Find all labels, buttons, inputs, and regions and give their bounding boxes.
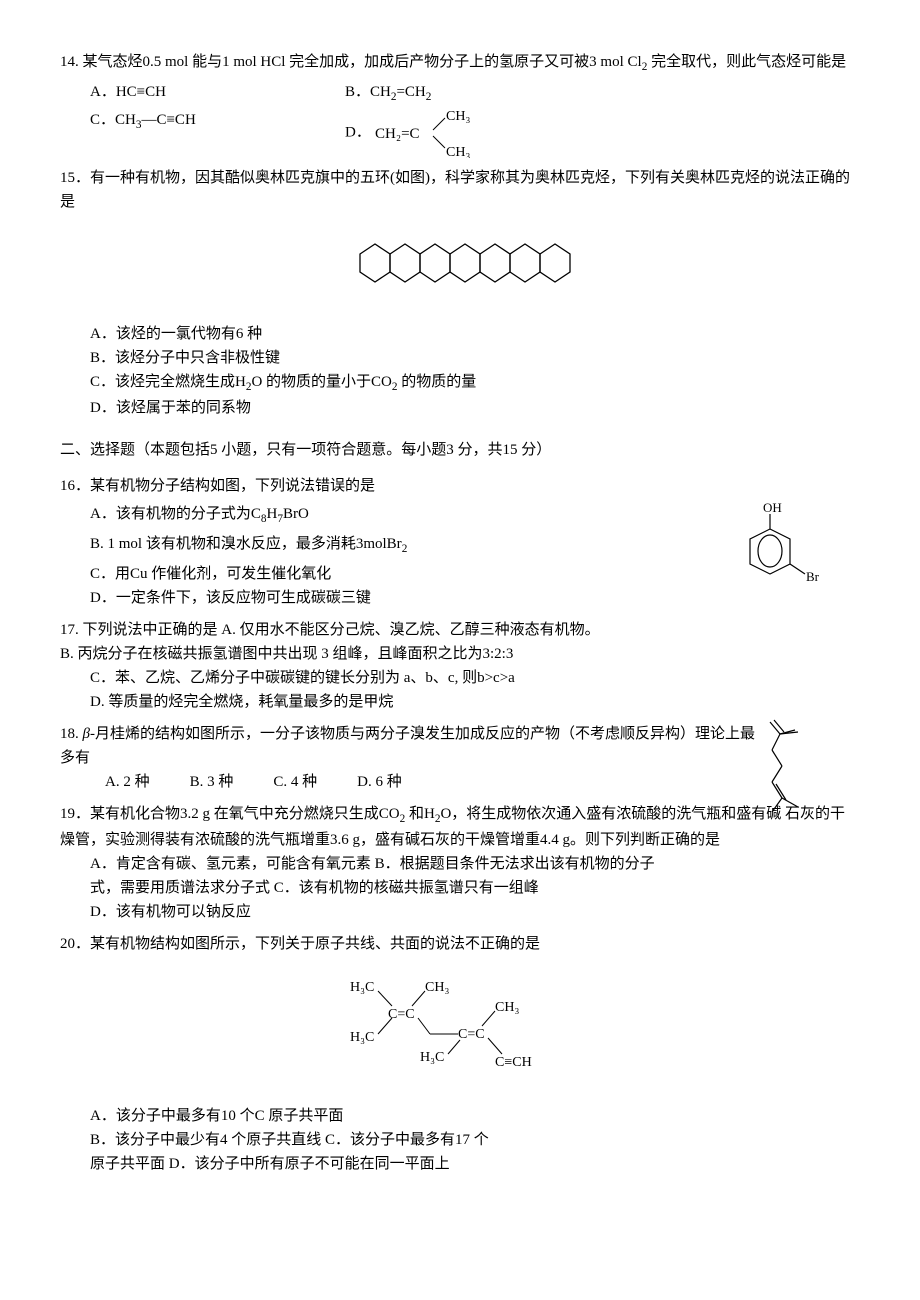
q14-optA: A．HC≡CH: [90, 80, 285, 106]
q19-optD: D．该有机物可以钠反应: [90, 900, 860, 924]
q17-number: 17.: [60, 622, 79, 638]
q19-optABC: A．肯定含有碳、氢元素，可能含有氧元素 B．根据题目条件无法求出该有机物的分子式…: [90, 852, 860, 900]
svg-text:H₃C: H₃C: [350, 1030, 374, 1045]
section-2-header: 二、选择题（本题包括5 小题，只有一项符合题意。每小题3 分，共15 分）: [60, 438, 860, 462]
q15-body: 有一种有机物，因其酷似奥林匹克旗中的五环(如图)，科学家称其为奥林匹克烃，下列有…: [60, 170, 850, 210]
q18-number: 18.: [60, 726, 79, 742]
q14-optB: B．CH2=CH2: [345, 80, 431, 106]
q16-number: 16．: [60, 478, 90, 494]
svg-text:CH₃: CH₃: [495, 1000, 519, 1015]
svg-text:CH₃: CH₃: [446, 145, 470, 158]
q14-row1: A．HC≡CH B．CH2=CH2: [90, 80, 860, 106]
svg-text:OH: OH: [763, 500, 782, 515]
q18-optD: D. 6 种: [357, 770, 402, 794]
q17-body: 下列说法中正确的是 A. 仅用水不能区分己烷、溴乙烷、乙醇三种液态有机物。 B.…: [60, 622, 600, 662]
q14-row2: C．CH3—C≡CH D． CH₂=C CH₃ CH₃: [90, 108, 860, 158]
question-15: 15．有一种有机物，因其酷似奥林匹克旗中的五环(如图)，科学家称其为奥林匹克烃，…: [60, 166, 860, 420]
q16-figure: OH Br: [730, 499, 830, 607]
svg-text:CH₂=C: CH₂=C: [375, 126, 420, 142]
q14-optC: C．CH3—C≡CH: [90, 108, 285, 158]
svg-text:CH₃: CH₃: [446, 109, 470, 124]
q16-text: 16．某有机物分子结构如图，下列说法错误的是: [60, 474, 860, 498]
q19-number: 19．: [60, 806, 90, 822]
phenol-bromine-structure-icon: OH Br: [730, 499, 830, 599]
question-18: 18. β-月桂烯的结构如图所示，一分子该物质与两分子溴发生加成反应的产物（不考…: [60, 722, 860, 794]
q17-optD: D. 等质量的烃完全燃烧，耗氧量最多的是甲烷: [90, 690, 860, 714]
svg-text:CH₃: CH₃: [425, 980, 449, 995]
myrcene-structure-icon: [750, 712, 810, 832]
q18-figure: [750, 712, 810, 840]
q20-optA: A．该分子中最多有10 个C 原子共平面: [90, 1104, 860, 1128]
q17-optC: C．苯、乙烷、乙烯分子中碳碳键的键长分别为 a、b、c, 则b>c>a: [90, 666, 860, 690]
q14-body: 某气态烃0.5 mol 能与1 mol HCl 完全加成，加成后产物分子上的氢原…: [83, 54, 642, 70]
q14-optD: D． CH₂=C CH₃ CH₃: [345, 108, 475, 158]
isobutylene-structure-icon: CH₂=C CH₃ CH₃: [375, 108, 475, 158]
q18-body: -月桂烯的结构如图所示，一分子该物质与两分子溴发生加成反应的产物（不考虑顺反异构…: [60, 726, 755, 766]
svg-text:C=C: C=C: [388, 1007, 415, 1022]
q14-text: 14. 某气态烃0.5 mol 能与1 mol HCl 完全加成，加成后产物分子…: [60, 50, 860, 76]
q18-options: A. 2 种 B. 3 种 C. 4 种 D. 6 种: [105, 770, 860, 794]
q19-text: 19．某有机化合物3.2 g 在氧气中充分燃烧只生成CO2 和H2O，将生成物依…: [60, 802, 860, 852]
svg-text:Br: Br: [806, 569, 820, 584]
q20-figure: H₃C CH₃ C=C H₃C CH₃ C=C H₃C C≡CH: [60, 966, 860, 1094]
q20-text: 20．某有机物结构如图所示，下列关于原子共线、共面的说法不正确的是: [60, 932, 860, 956]
question-16: OH Br 16．某有机物分子结构如图，下列说法错误的是 A．该有机物的分子式为…: [60, 474, 860, 610]
question-14: 14. 某气态烃0.5 mol 能与1 mol HCl 完全加成，加成后产物分子…: [60, 50, 860, 158]
q20-number: 20．: [60, 936, 90, 952]
q18-optA: A. 2 种: [105, 770, 150, 794]
q18-beta: β: [83, 726, 90, 742]
q18-optC: C. 4 种: [273, 770, 317, 794]
question-19: 19．某有机化合物3.2 g 在氧气中充分燃烧只生成CO2 和H2O，将生成物依…: [60, 802, 860, 924]
svg-text:H₃C: H₃C: [420, 1050, 444, 1065]
q15-optC: C．该烃完全燃烧生成H2O 的物质的量小于CO2 的物质的量: [90, 370, 860, 396]
q15-number: 15．: [60, 170, 90, 186]
q15-figure: [60, 224, 860, 312]
branched-alkene-structure-icon: H₃C CH₃ C=C H₃C CH₃ C=C H₃C C≡CH: [330, 966, 590, 1086]
q17-text: 17. 下列说法中正确的是 A. 仅用水不能区分己烷、溴乙烷、乙醇三种液态有机物…: [60, 618, 860, 666]
svg-text:H₃C: H₃C: [350, 980, 374, 995]
svg-text:C≡CH: C≡CH: [495, 1055, 532, 1070]
q20-body: 某有机物结构如图所示，下列关于原子共线、共面的说法不正确的是: [90, 936, 540, 952]
q18-optB: B. 3 种: [190, 770, 234, 794]
question-20: 20．某有机物结构如图所示，下列关于原子共线、共面的说法不正确的是 H₃C CH…: [60, 932, 860, 1176]
svg-text:C=C: C=C: [458, 1027, 485, 1042]
question-17: 17. 下列说法中正确的是 A. 仅用水不能区分己烷、溴乙烷、乙醇三种液态有机物…: [60, 618, 860, 714]
q16-body: 某有机物分子结构如图，下列说法错误的是: [90, 478, 375, 494]
q18-text: 18. β-月桂烯的结构如图所示，一分子该物质与两分子溴发生加成反应的产物（不考…: [60, 722, 860, 770]
q20-optBCD: B．该分子中最少有4 个原子共直线 C．该分子中最多有17 个原子共平面 D．该…: [90, 1128, 860, 1176]
olympic-rings-molecule-icon: [330, 224, 590, 304]
q15-text: 15．有一种有机物，因其酷似奥林匹克旗中的五环(如图)，科学家称其为奥林匹克烃，…: [60, 166, 860, 214]
q15-optA: A．该烃的一氯代物有6 种: [90, 322, 860, 346]
q15-optB: B．该烃分子中只含非极性键: [90, 346, 860, 370]
q15-optD: D．该烃属于苯的同系物: [90, 396, 860, 420]
q14-end: 完全取代，则此气态烃可能是: [647, 54, 846, 70]
q14-number: 14.: [60, 54, 79, 70]
